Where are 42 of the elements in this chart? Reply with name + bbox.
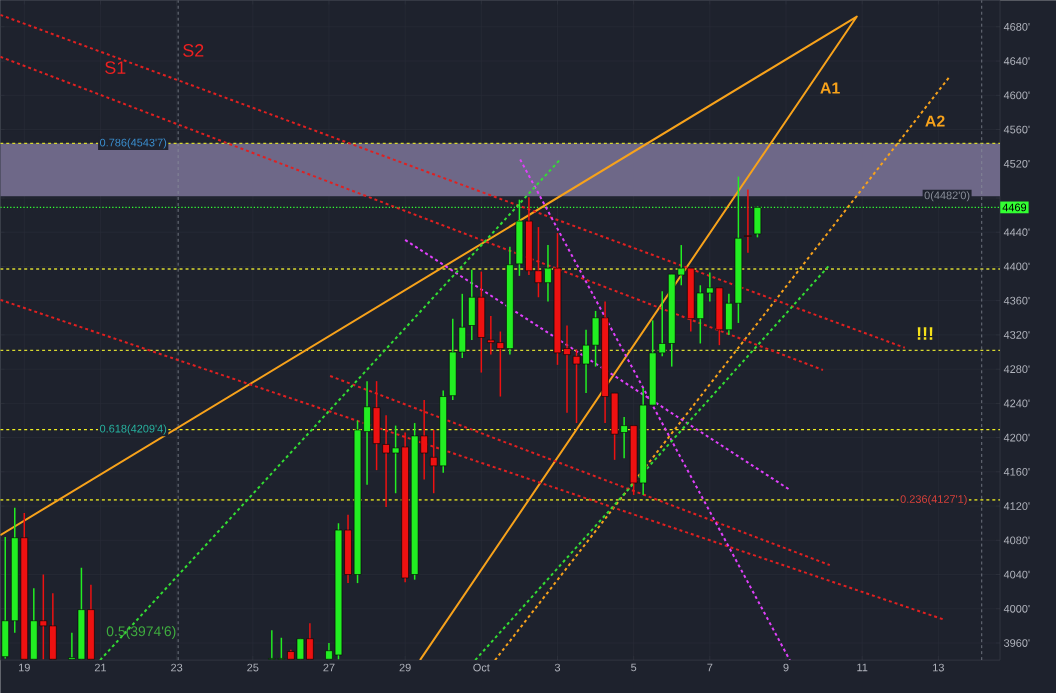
x-tick-label: 27 xyxy=(323,663,335,672)
annotation: 0.236(4127'1) xyxy=(900,494,967,506)
annotation: A1 xyxy=(820,82,840,94)
y-tick-label: 4520' xyxy=(1003,159,1030,168)
x-tick-label: 13 xyxy=(933,663,944,672)
y-tick-label: 4320' xyxy=(1003,331,1030,339)
y-tick-label: 4160' xyxy=(1003,467,1030,476)
y-tick-label: 4680' xyxy=(1003,22,1030,31)
annotation: S2 xyxy=(183,44,204,57)
x-tick-label: 29 xyxy=(399,663,411,672)
y-tick-label: 4240' xyxy=(1003,399,1030,408)
x-tick-label: 3 xyxy=(554,663,561,672)
y-tick-label: 4440' xyxy=(1003,228,1030,237)
y-tick-label: 4200' xyxy=(1003,433,1030,442)
x-tick-label: 7 xyxy=(707,663,713,672)
y-tick-label: 4280' xyxy=(1003,365,1030,373)
x-tick-label: 11 xyxy=(857,663,868,672)
annotation: 0(4482'0) xyxy=(924,191,970,202)
annotation: A2 xyxy=(925,115,945,127)
y-tick-label: 4640' xyxy=(1003,57,1030,65)
annotation: 0.618(4209'4) xyxy=(99,424,167,435)
annotation: 0.5(3974'6) xyxy=(106,625,176,639)
y-tick-label: 4360' xyxy=(1003,296,1030,305)
x-tick-label: 23 xyxy=(171,663,183,672)
x-tick-label: 5 xyxy=(631,663,637,672)
x-tick-label: 9 xyxy=(783,663,789,672)
y-tick-label: 3960' xyxy=(1003,639,1030,647)
ref-line-label: 4469 xyxy=(1002,203,1027,212)
annotation: 0.786(4543'7) xyxy=(99,138,167,149)
x-tick-label: 25 xyxy=(247,663,259,672)
x-tick-label: 19 xyxy=(19,663,30,672)
y-tick-label: 4000' xyxy=(1003,604,1030,613)
y-tick-label: 4120' xyxy=(1003,502,1030,510)
y-tick-label: 4040' xyxy=(1003,570,1030,579)
y-tick-label: 4080' xyxy=(1003,536,1030,545)
annotation: !!! xyxy=(917,327,933,340)
x-tick-label: 21 xyxy=(94,663,107,672)
y-tick-label: 4560' xyxy=(1003,125,1030,134)
annotation: S1 xyxy=(105,61,126,74)
y-tick-label: 4400' xyxy=(1003,262,1030,271)
x-tick-label: Oct xyxy=(473,663,490,672)
y-tick-label: 4600' xyxy=(1003,91,1030,100)
